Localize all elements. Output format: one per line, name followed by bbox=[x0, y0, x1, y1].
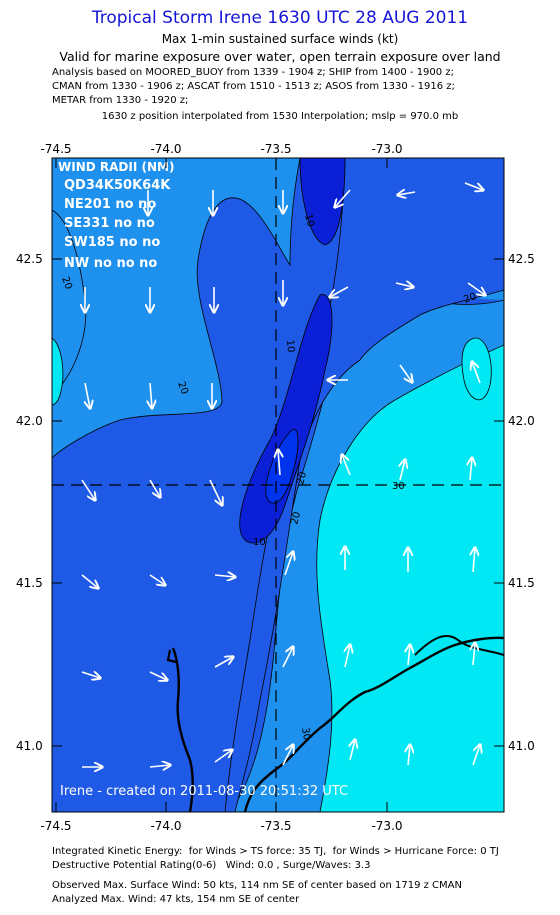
lat-tick-label: 42.5 bbox=[16, 252, 43, 266]
wind-radii-row: SE331 no no bbox=[64, 216, 155, 231]
contour-label: 20 bbox=[59, 275, 74, 291]
wind-radii-row: SW185 no no bbox=[64, 235, 160, 250]
contour-label: 30 bbox=[392, 481, 405, 492]
footer-line: Destructive Potential Rating(0-6) Wind: … bbox=[52, 860, 371, 871]
wind-radii-row: NE201 no no bbox=[64, 197, 156, 212]
lat-tick-label: 42.0 bbox=[16, 414, 43, 428]
wind-band-30-40 bbox=[316, 344, 504, 812]
wind-arrows bbox=[82, 182, 485, 767]
wind-band-0-10 bbox=[239, 294, 333, 544]
lat-tick-label: 41.0 bbox=[508, 739, 535, 753]
wind-radii-table: WIND RADII (NM) QD34K50K64K NE201 no no … bbox=[58, 160, 174, 271]
footer-line: Observed Max. Surface Wind: 50 kts, 114 … bbox=[52, 880, 462, 891]
footer-line: Analyzed Max. Wind: 47 kts, 154 nm SE of… bbox=[52, 894, 300, 905]
wind-radii-row: NW no no no bbox=[64, 256, 157, 271]
analysis-line: CMAN from 1330 - 1906 z; ASCAT from 1510… bbox=[52, 81, 455, 92]
lon-tick-label: -73.0 bbox=[371, 142, 402, 156]
contour-label: 20 bbox=[295, 471, 309, 486]
lat-tick-label: 42.0 bbox=[508, 414, 535, 428]
contour-label: 10 bbox=[253, 537, 266, 548]
contour-label: 10 bbox=[302, 213, 316, 228]
interpolation-note: 1630 z position interpolated from 1530 I… bbox=[101, 111, 459, 122]
wind-band-20-30 bbox=[52, 158, 301, 459]
contour-label: 10 bbox=[284, 339, 296, 353]
lon-tick-label: -73.0 bbox=[371, 819, 402, 833]
footer-line: Integrated Kinetic Energy: for Winds > T… bbox=[52, 846, 499, 857]
analysis-line: METAR from 1330 - 1920 z; bbox=[52, 95, 189, 106]
plot-frame bbox=[51, 157, 505, 813]
contour-label: 30 bbox=[299, 727, 312, 741]
contour-label: 20 bbox=[289, 511, 303, 526]
lat-tick-label: 42.5 bbox=[508, 252, 535, 266]
analysis-line: Analysis based on MOORED_BUOY from 1339 … bbox=[52, 67, 454, 78]
wind-radii-title: WIND RADII (NM) bbox=[58, 160, 174, 174]
contour-label: 20 bbox=[175, 380, 190, 396]
contour-label: 20 bbox=[462, 291, 478, 306]
lon-tick-label: -74.0 bbox=[150, 819, 181, 833]
credit-text: Irene - created on 2011-08-30 20:51:32 U… bbox=[60, 784, 348, 799]
lon-tick-label: -74.0 bbox=[150, 142, 181, 156]
lon-tick-label: -74.5 bbox=[40, 819, 71, 833]
lon-tick-label: -74.5 bbox=[40, 142, 71, 156]
lat-tick-label: 41.5 bbox=[16, 576, 43, 590]
lat-tick-label: 41.0 bbox=[16, 739, 43, 753]
wind-band-30-40 bbox=[52, 337, 64, 406]
map-title: Tropical Storm Irene 1630 UTC 28 AUG 201… bbox=[91, 8, 469, 28]
coastline bbox=[243, 636, 504, 812]
lat-tick-label: 41.5 bbox=[508, 576, 535, 590]
map-subtitle: Max 1-min sustained surface winds (kt) bbox=[161, 32, 399, 46]
wind-radii-header: QD34K50K64K bbox=[64, 178, 171, 193]
lon-tick-label: -73.5 bbox=[260, 142, 291, 156]
validity-note: Valid for marine exposure over water, op… bbox=[59, 49, 501, 64]
river-line bbox=[171, 647, 194, 812]
lon-tick-label: -73.5 bbox=[260, 819, 291, 833]
wind-map: 10 10 10 20 20 20 20 20 30 30 WIND RADII… bbox=[16, 142, 535, 833]
